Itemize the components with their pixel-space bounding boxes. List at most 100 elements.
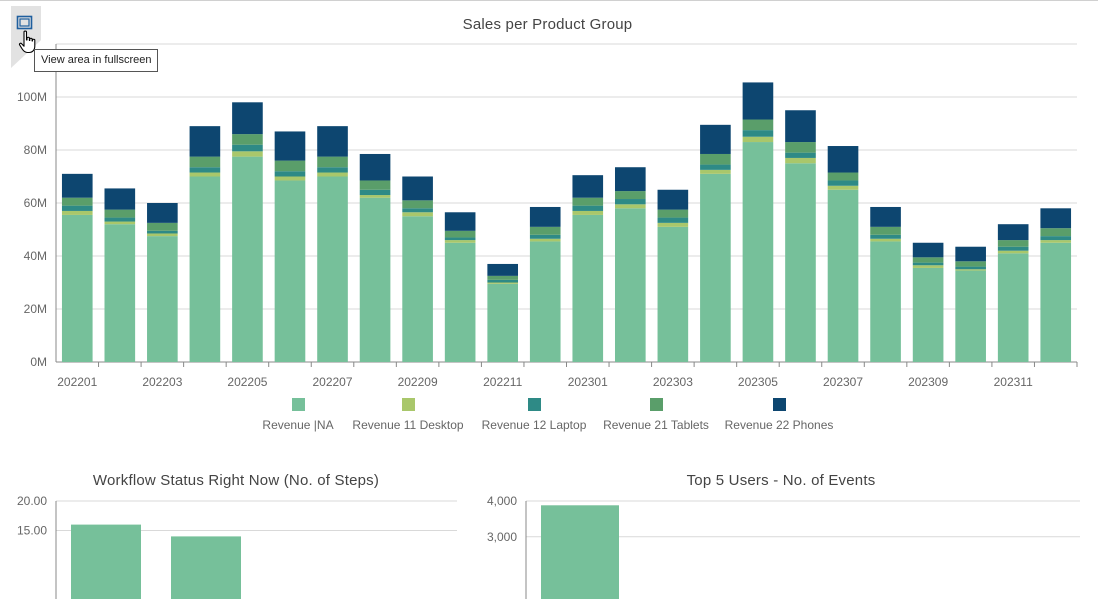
bar-202307-series-1 [827, 185, 859, 190]
bar-0 [71, 524, 141, 599]
bar-202310-series-2 [955, 266, 986, 270]
y-tick-label-1: 4,000 [487, 494, 517, 508]
bar-202206-series-3 [274, 160, 306, 172]
legend-label-3: Revenue 21 Tablets [603, 418, 709, 432]
y-tick-label-2: 40M [24, 249, 47, 263]
bar-202207-series-1 [317, 172, 348, 177]
bar-202305-series-2 [742, 130, 774, 137]
bar-202205-series-4 [232, 102, 263, 135]
bar-202305-series-1 [742, 136, 774, 143]
bar-202205-series-1 [232, 151, 263, 157]
bar-202210-series-4 [444, 212, 476, 231]
bar-202307-series-3 [827, 172, 859, 181]
bar-202304-series-4 [700, 124, 731, 154]
bar-202306-series-1 [785, 157, 816, 164]
bar-202307-series-4 [827, 146, 859, 173]
bar-202208-series-1 [359, 195, 391, 198]
bar-202311-series-2 [997, 246, 1029, 251]
legend-label-2: Revenue 12 Laptop [481, 418, 587, 432]
hand-pointer-icon [18, 30, 36, 54]
x-tick-label-18: 202307 [823, 375, 863, 389]
bar-202303-series-3 [657, 209, 689, 218]
bar-202204-series-1 [189, 172, 221, 177]
bar-202201-series-1 [61, 210, 93, 215]
workflow-chart: 15.00 20.00 [17, 494, 457, 599]
bar-202202-series-4 [104, 188, 136, 210]
bar-202305-series-3 [742, 119, 774, 131]
bar-202210-series-1 [444, 240, 476, 243]
bar-202211-series-2 [487, 279, 519, 283]
y-tick-label-1: 20M [24, 302, 47, 316]
legend-item-1[interactable]: Revenue 11 Desktop [328, 398, 488, 432]
bar-202309-series-1 [912, 265, 944, 268]
bar-202203-series-0 [147, 236, 178, 362]
bar-202301-series-1 [572, 210, 604, 215]
legend-item-2[interactable]: Revenue 12 Laptop [454, 398, 614, 432]
sales-chart-title: Sales per Product Group [462, 16, 633, 33]
bar-202306-series-4 [785, 110, 816, 143]
bar-202312-series-0 [1040, 242, 1072, 362]
bar-202211-series-1 [487, 282, 519, 284]
bar-202201-series-4 [61, 173, 93, 198]
bar-202304-series-2 [700, 164, 731, 170]
legend-swatch-2 [527, 398, 541, 411]
bar-202310-series-4 [955, 246, 986, 262]
bar-202310-series-0 [955, 270, 986, 362]
bar-202203-series-2 [147, 230, 178, 234]
bar-202306-series-3 [785, 142, 816, 153]
bar-202204-series-3 [189, 156, 221, 168]
x-tick-label-12: 202301 [568, 375, 608, 389]
bar-202301-series-3 [572, 197, 604, 206]
bar-202207-series-2 [317, 167, 348, 173]
bar-202310-series-1 [955, 269, 986, 271]
x-tick-label-16: 202305 [738, 375, 778, 389]
x-tick-label-2: 202203 [142, 375, 182, 389]
bar-202302-series-3 [614, 191, 646, 200]
x-tick-label-4: 202205 [227, 375, 267, 389]
top-users-chart-title: Top 5 Users - No. of Events [686, 472, 876, 489]
bar-202209-series-2 [402, 208, 433, 213]
bar-202208-series-4 [359, 153, 391, 181]
bar-202308-series-2 [870, 234, 901, 239]
bar-202205-series-2 [232, 144, 263, 152]
legend-label-4: Revenue 22 Phones [724, 418, 834, 432]
top-border [0, 0, 1098, 1]
top-users-chart-panel: Top 5 Users - No. of Events 3,000 4,000 [470, 460, 1098, 599]
legend-swatch-0 [291, 398, 305, 411]
bar-202301-series-0 [572, 214, 604, 362]
bar-202305-series-0 [742, 142, 774, 362]
y-tick-label-5: 100M [17, 90, 47, 104]
legend-item-0[interactable]: Revenue |NA [218, 398, 378, 432]
bar-202308-series-4 [870, 206, 901, 227]
bar-202304-series-3 [700, 153, 731, 165]
legend-item-4[interactable]: Revenue 22 Phones [699, 398, 859, 432]
bar-202206-series-0 [274, 180, 306, 362]
bar-202309-series-0 [912, 267, 944, 362]
y-tick-label-0: 0M [30, 355, 47, 369]
bar-202302-series-1 [614, 204, 646, 209]
bar-202309-series-3 [912, 257, 944, 263]
bar-202210-series-3 [444, 230, 476, 238]
bar-202312-series-4 [1040, 208, 1072, 229]
legend-swatch-1 [401, 398, 415, 411]
bar-202311-series-3 [997, 240, 1029, 247]
bar-202310-series-3 [955, 261, 986, 267]
legend-item-3[interactable]: Revenue 21 Tablets [576, 398, 736, 432]
bar-202308-series-3 [870, 226, 901, 235]
x-tick-label-14: 202303 [653, 375, 693, 389]
bar-202307-series-2 [827, 180, 859, 186]
bar-202209-series-4 [402, 176, 433, 201]
bar-202201-series-2 [61, 205, 93, 211]
bar-202212-series-0 [529, 241, 561, 362]
legend-swatch-4 [772, 398, 786, 411]
bar-202201-series-0 [61, 214, 93, 362]
y-tick-label-0: 15.00 [17, 524, 47, 538]
fullscreen-tooltip: View area in fullscreen [34, 49, 159, 72]
bar-202212-series-1 [529, 238, 561, 242]
bar-202209-series-3 [402, 200, 433, 209]
sales-chart: 0M 20M 40M 60M 80M 100M 202201 202203 202205 2022… [17, 43, 1078, 389]
bar-202311-series-1 [997, 250, 1029, 254]
bar-1 [171, 536, 241, 599]
bar-202211-series-0 [487, 283, 519, 362]
bar-202212-series-4 [529, 206, 561, 227]
